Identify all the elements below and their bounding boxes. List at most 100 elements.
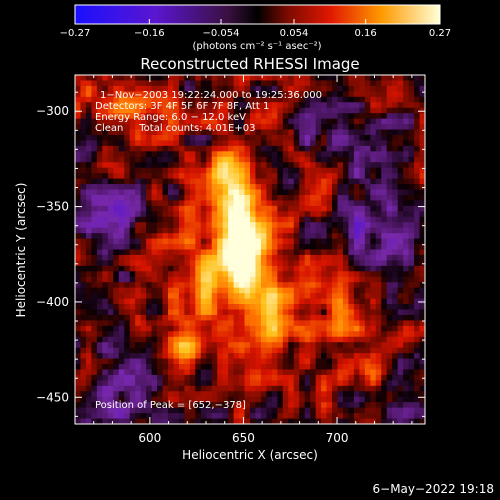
heatmap-cell (118, 222, 125, 229)
heatmap-cell (255, 189, 262, 196)
heatmap-cell (392, 140, 399, 147)
heatmap-cell (250, 205, 256, 212)
heatmap-cell (206, 91, 213, 98)
heatmap-cell (386, 320, 393, 327)
heatmap-cell (321, 282, 327, 289)
heatmap-cell (364, 102, 371, 109)
heatmap-cell (157, 167, 163, 174)
heatmap-cell (173, 91, 180, 98)
heatmap-cell (217, 331, 224, 338)
heatmap-cell (178, 162, 185, 169)
heatmap-cell (414, 211, 420, 218)
heatmap-cell (288, 200, 295, 207)
heatmap-cell (332, 276, 338, 283)
heatmap-cell (167, 325, 174, 332)
heatmap-cell (206, 325, 213, 332)
heatmap-cell (370, 244, 377, 250)
heatmap-cell (217, 233, 224, 239)
heatmap-cell (277, 96, 284, 103)
heatmap-cell (200, 124, 207, 130)
heatmap-cell (304, 151, 311, 158)
heatmap-cell (85, 222, 92, 229)
heatmap-cell (96, 129, 103, 136)
heatmap-cell (315, 227, 322, 234)
heatmap-cell (233, 178, 240, 185)
heatmap-cell (250, 140, 256, 147)
heatmap-cell (222, 309, 229, 316)
heatmap-cell (337, 75, 344, 81)
heatmap-cell (403, 189, 409, 196)
heatmap-cell (129, 320, 136, 327)
heatmap-cell (102, 85, 109, 92)
heatmap-cell (200, 129, 207, 136)
heatmap-cell (140, 276, 147, 283)
heatmap-cell (102, 178, 109, 185)
heatmap-cell (370, 167, 377, 174)
heatmap-cell (375, 145, 382, 152)
heatmap-cell (173, 124, 180, 130)
heatmap-cell (91, 233, 98, 239)
heatmap-cell (419, 304, 425, 310)
heatmap-cell (364, 249, 371, 256)
heatmap-cell (189, 265, 196, 272)
heatmap-cell (184, 369, 191, 376)
heatmap-cell (403, 342, 409, 349)
heatmap-cell (386, 96, 393, 103)
heatmap-cell (299, 233, 306, 239)
heatmap-cell (91, 75, 98, 81)
heatmap-cell (310, 189, 317, 196)
heatmap-cell (386, 380, 393, 387)
heatmap-cell (315, 140, 322, 147)
heatmap-cell (162, 347, 169, 354)
heatmap-cell (414, 347, 420, 354)
heatmap-cell (381, 282, 388, 289)
heatmap-cell (332, 200, 338, 207)
heatmap-cell (250, 156, 256, 163)
heatmap-cell (260, 347, 267, 354)
heatmap-cell (386, 162, 393, 169)
heatmap-cell (151, 211, 158, 218)
heatmap-cell (140, 380, 147, 387)
x-tick-label: 700 (326, 431, 349, 445)
heatmap-cell (195, 314, 202, 321)
heatmap-cell (337, 244, 344, 250)
heatmap-cell (178, 211, 185, 218)
heatmap-cell (353, 211, 360, 218)
heatmap-cell (107, 260, 114, 267)
heatmap-cell (364, 156, 371, 163)
heatmap-cell (397, 391, 404, 398)
heatmap-cell (326, 287, 333, 294)
heatmap-cell (310, 113, 317, 120)
heatmap-cell (118, 194, 125, 201)
heatmap-cell (113, 227, 120, 234)
heatmap-cell (364, 407, 371, 414)
heatmap-cell (375, 418, 382, 424)
heatmap-cell (135, 287, 142, 294)
heatmap-cell (195, 320, 202, 327)
heatmap-cell (266, 380, 273, 387)
heatmap-cell (299, 282, 306, 289)
heatmap-cell (304, 336, 311, 343)
heatmap-cell (200, 314, 207, 321)
heatmap-cell (266, 134, 273, 141)
heatmap-cell (397, 325, 404, 332)
heatmap-cell (293, 276, 300, 283)
heatmap-cell (146, 129, 152, 136)
heatmap-cell (337, 162, 344, 169)
heatmap-cell (315, 233, 322, 239)
heatmap-cell (403, 260, 409, 267)
heatmap-cell (85, 391, 92, 398)
heatmap-cell (282, 282, 289, 289)
heatmap-cell (239, 287, 245, 294)
heatmap-cell (162, 276, 169, 283)
heatmap-cell (293, 162, 300, 169)
heatmap-cell (200, 113, 207, 120)
heatmap-cell (403, 364, 409, 370)
heatmap-cell (140, 178, 147, 185)
heatmap-cell (217, 151, 224, 158)
heatmap-cell (189, 271, 196, 278)
heatmap-cell (326, 162, 333, 169)
heatmap-cell (85, 156, 92, 163)
heatmap-cell (266, 364, 273, 370)
heatmap-cell (200, 227, 207, 234)
